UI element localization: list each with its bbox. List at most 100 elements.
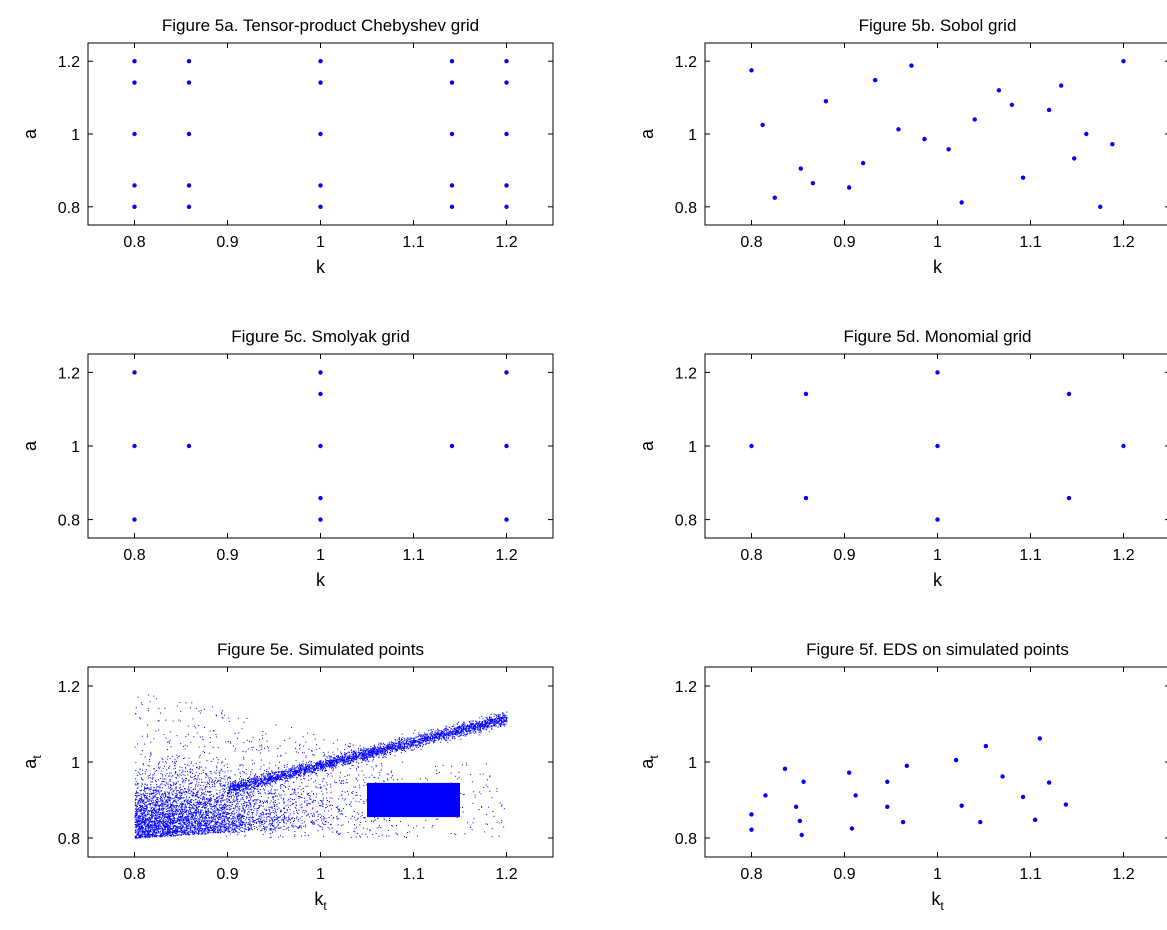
sim-point <box>207 832 209 834</box>
sim-point <box>293 820 295 822</box>
sim-point <box>193 819 195 821</box>
sim-point <box>216 757 218 759</box>
sim-point <box>150 788 152 790</box>
sim-point <box>347 832 349 834</box>
sim-point <box>226 812 228 814</box>
sim-point <box>201 828 203 830</box>
sim-point <box>175 822 177 824</box>
sim-point <box>172 800 174 802</box>
sim-point <box>181 809 183 811</box>
sim-point <box>222 717 224 719</box>
sim-point <box>136 814 138 816</box>
sim-point <box>141 799 143 801</box>
sim-point <box>147 724 149 726</box>
sim-point <box>254 782 256 784</box>
sim-point <box>153 821 155 823</box>
sim-point <box>137 824 139 826</box>
sim-point <box>155 789 157 791</box>
sim-point <box>201 793 203 795</box>
sim-point <box>168 822 170 824</box>
sim-point <box>227 812 229 814</box>
sim-point <box>153 772 155 774</box>
sim-point <box>165 795 167 797</box>
sim-point <box>196 804 198 806</box>
sim-point <box>202 831 204 833</box>
sim-point <box>240 817 242 819</box>
sim-point <box>311 814 313 816</box>
sim-point <box>208 783 210 785</box>
sim-point <box>191 821 193 823</box>
sim-point <box>185 777 187 779</box>
sim-point <box>164 821 166 823</box>
sim-point <box>174 833 176 835</box>
sim-point <box>178 822 180 824</box>
sim-point <box>239 816 241 818</box>
sim-point <box>160 826 162 828</box>
sim-point <box>299 804 301 806</box>
sim-point <box>251 793 253 795</box>
sim-point <box>228 793 230 795</box>
sim-point <box>136 782 138 784</box>
sim-point <box>266 799 268 801</box>
sim-point <box>325 806 327 808</box>
sim-point <box>186 819 188 821</box>
sim-point <box>205 791 207 793</box>
sim-point <box>232 813 234 815</box>
sim-point <box>313 812 315 814</box>
sim-point <box>225 808 227 810</box>
sim-point <box>230 742 232 744</box>
sim-point <box>202 813 204 815</box>
sim-point <box>148 789 150 791</box>
sim-point <box>301 789 303 791</box>
sim-point <box>201 789 203 791</box>
sim-point <box>189 825 191 827</box>
sim-point <box>218 804 220 806</box>
sim-point <box>274 805 276 807</box>
sim-point <box>141 805 143 807</box>
sim-point <box>229 741 231 743</box>
sim-point <box>293 819 295 821</box>
sim-point <box>262 788 264 790</box>
sim-point <box>144 787 146 789</box>
sim-point <box>173 806 175 808</box>
sim-point <box>345 782 347 784</box>
sim-point <box>246 812 248 814</box>
sim-point <box>238 828 240 830</box>
sim-point <box>196 818 198 820</box>
sim-point <box>204 815 206 817</box>
sim-point <box>235 821 237 823</box>
sim-point <box>182 830 184 832</box>
sim-point <box>241 794 243 796</box>
sim-point <box>180 834 182 836</box>
sim-point <box>146 784 148 786</box>
sim-point <box>138 829 140 831</box>
sim-point <box>138 835 140 837</box>
sim-point <box>239 820 241 822</box>
sim-point <box>187 788 189 790</box>
sim-point <box>298 767 300 769</box>
sim-point <box>312 821 314 823</box>
sim-point <box>145 809 147 811</box>
sim-point <box>189 707 191 709</box>
sim-point <box>238 818 240 820</box>
sim-point <box>136 836 138 838</box>
sim-point <box>161 797 163 799</box>
sim-point <box>165 793 167 795</box>
sim-point <box>161 816 163 818</box>
sim-point <box>289 808 291 810</box>
sim-point <box>227 819 229 821</box>
sim-point <box>155 832 157 834</box>
sim-point <box>149 790 151 792</box>
sim-point <box>195 831 197 833</box>
sim-point <box>154 799 156 801</box>
sim-point <box>251 778 253 780</box>
sim-point <box>177 806 179 808</box>
sim-point <box>283 801 285 803</box>
sim-point <box>193 825 195 827</box>
sim-point <box>174 773 176 775</box>
sim-point <box>168 792 170 794</box>
sim-point <box>198 823 200 825</box>
sim-point <box>343 808 345 810</box>
sim-point <box>163 818 165 820</box>
sim-point <box>177 825 179 827</box>
